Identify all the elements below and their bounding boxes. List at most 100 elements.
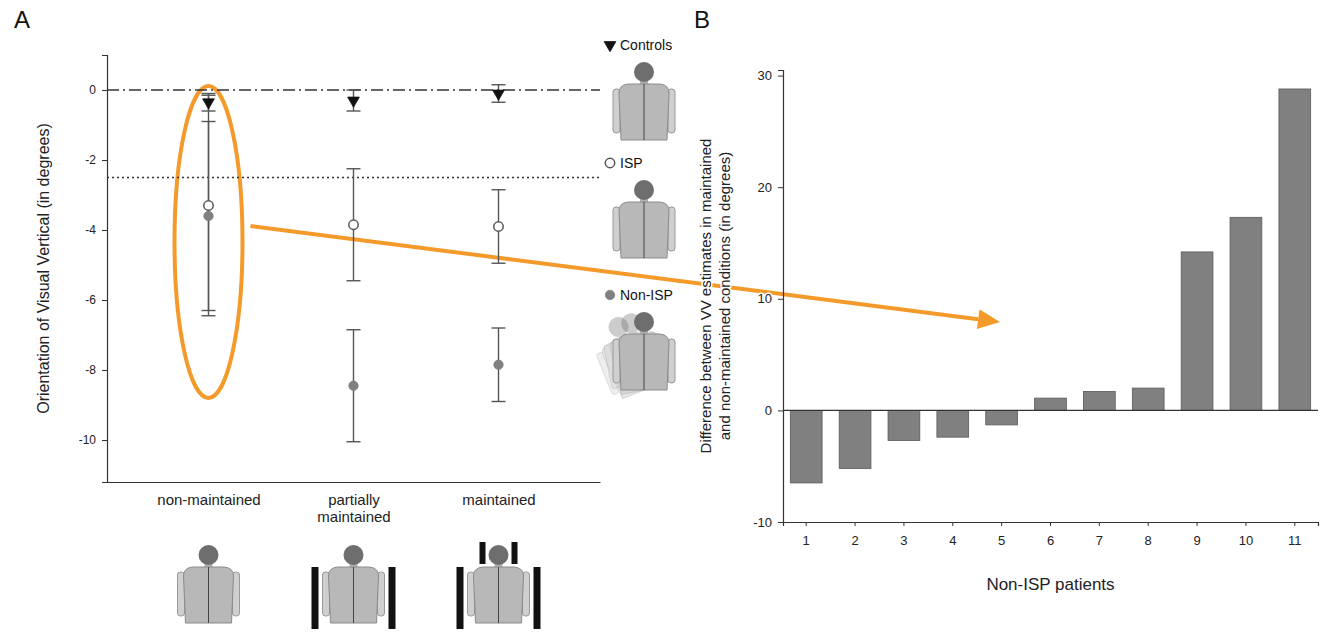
zero-line <box>783 410 1318 411</box>
tick-mark <box>952 522 953 526</box>
error-bar-cap <box>347 89 361 90</box>
body-icon <box>613 62 675 140</box>
icon-support <box>480 542 486 564</box>
error-bar <box>202 122 216 311</box>
tick-label: 10 <box>758 291 772 306</box>
panel: -10-8-6-4-20non-maintainedpartiallymaint… <box>35 37 675 629</box>
axis-line <box>102 56 108 483</box>
icon-support <box>389 567 396 629</box>
error-bar-cap <box>492 263 506 264</box>
point <box>494 222 503 231</box>
icon-torso <box>609 330 669 395</box>
bar <box>888 410 920 440</box>
error-bar-cap <box>202 95 216 96</box>
bar <box>1035 398 1067 410</box>
tick-label: 0 <box>765 403 772 418</box>
error-bar-cap <box>202 310 216 311</box>
tick-mark <box>806 522 807 526</box>
point <box>349 381 358 390</box>
tick-label: 0 <box>89 83 96 97</box>
tick-mark <box>102 160 107 161</box>
tick: non-maintained <box>157 491 260 508</box>
error-bar <box>492 85 506 103</box>
text-line: partially <box>328 491 380 508</box>
tick-label: 5 <box>998 533 1005 548</box>
y-axis: -10 0 10 20 30 <box>753 68 783 529</box>
tick-label: maintained <box>462 491 535 508</box>
tick-mark <box>778 299 783 300</box>
highlight-ellipse <box>175 86 243 398</box>
icon-head <box>634 312 654 332</box>
error-bar <box>492 328 506 402</box>
tick: -10 <box>753 515 783 530</box>
tick: 4 <box>949 522 956 548</box>
legend-item: Controls <box>604 37 675 140</box>
plot-area <box>783 89 1318 483</box>
tick-label: -8 <box>85 363 96 377</box>
icon-torso <box>184 567 234 623</box>
tick: 1 <box>803 522 810 548</box>
error-bar-cap <box>347 280 361 281</box>
tick-mark <box>1197 522 1198 526</box>
tick: 6 <box>1047 522 1054 548</box>
tick-label: 20 <box>758 180 772 195</box>
y-axis-title: Orientation of Visual Vertical (in degre… <box>35 123 52 414</box>
error-bar-cap <box>202 315 216 316</box>
body-icon <box>586 306 675 402</box>
icon-head <box>199 545 219 565</box>
annotation-layer <box>175 86 1001 398</box>
error-bar <box>202 95 216 316</box>
plot-area <box>107 85 600 442</box>
figure: -10-8-6-4-20non-maintainedpartiallymaint… <box>0 0 1329 633</box>
icon-support <box>534 567 541 629</box>
tick-label: non-maintained <box>157 491 260 508</box>
tick-label: 2 <box>851 533 858 548</box>
tick-label: -10 <box>753 515 772 530</box>
icon-torso <box>619 202 669 258</box>
bar <box>790 410 822 483</box>
error-bar-cap <box>202 121 216 122</box>
tick: partiallymaintained <box>317 491 390 525</box>
axis-line <box>108 482 601 483</box>
text-line: maintained <box>317 508 390 525</box>
bar <box>1181 252 1213 410</box>
icon-torso <box>619 334 669 390</box>
tick-mark <box>1245 522 1246 526</box>
tick-mark <box>778 187 783 188</box>
panel-letter: B <box>694 6 710 33</box>
icon-spine <box>644 334 645 390</box>
tick-mark <box>102 90 107 91</box>
error-bar <box>347 90 361 111</box>
point <box>349 220 358 229</box>
tick: 8 <box>1145 522 1152 548</box>
icon-head <box>344 545 364 565</box>
legend-marker <box>604 42 616 52</box>
x-axis-title: Non-ISP patients <box>986 575 1114 594</box>
bar <box>1279 89 1311 410</box>
tick-mark <box>102 370 107 371</box>
bar <box>1083 391 1115 410</box>
point <box>493 90 505 100</box>
error-bar-cap <box>492 102 506 103</box>
error-bar-cap <box>492 84 506 85</box>
tick-label: -10 <box>79 433 97 447</box>
tick-mark <box>903 522 904 526</box>
legend-label: Non-ISP <box>620 287 673 303</box>
legend-item: ISP <box>605 155 675 258</box>
tick-mark <box>102 440 107 441</box>
tick-mark <box>855 522 856 526</box>
body-icon <box>312 545 396 629</box>
legend-item: Non-ISP <box>586 287 675 402</box>
tick-label: 30 <box>758 68 772 83</box>
legend-label: Controls <box>620 37 672 53</box>
bar <box>937 410 969 437</box>
tick: -10 <box>79 433 107 447</box>
tick: 11 <box>1288 522 1302 548</box>
tick: 10 <box>758 291 783 306</box>
bar <box>1132 388 1164 410</box>
error-bar <box>347 169 361 281</box>
error-bar-cap <box>492 401 506 402</box>
bar <box>839 410 871 468</box>
arrow-head <box>977 309 1000 329</box>
tick: 20 <box>758 180 783 195</box>
